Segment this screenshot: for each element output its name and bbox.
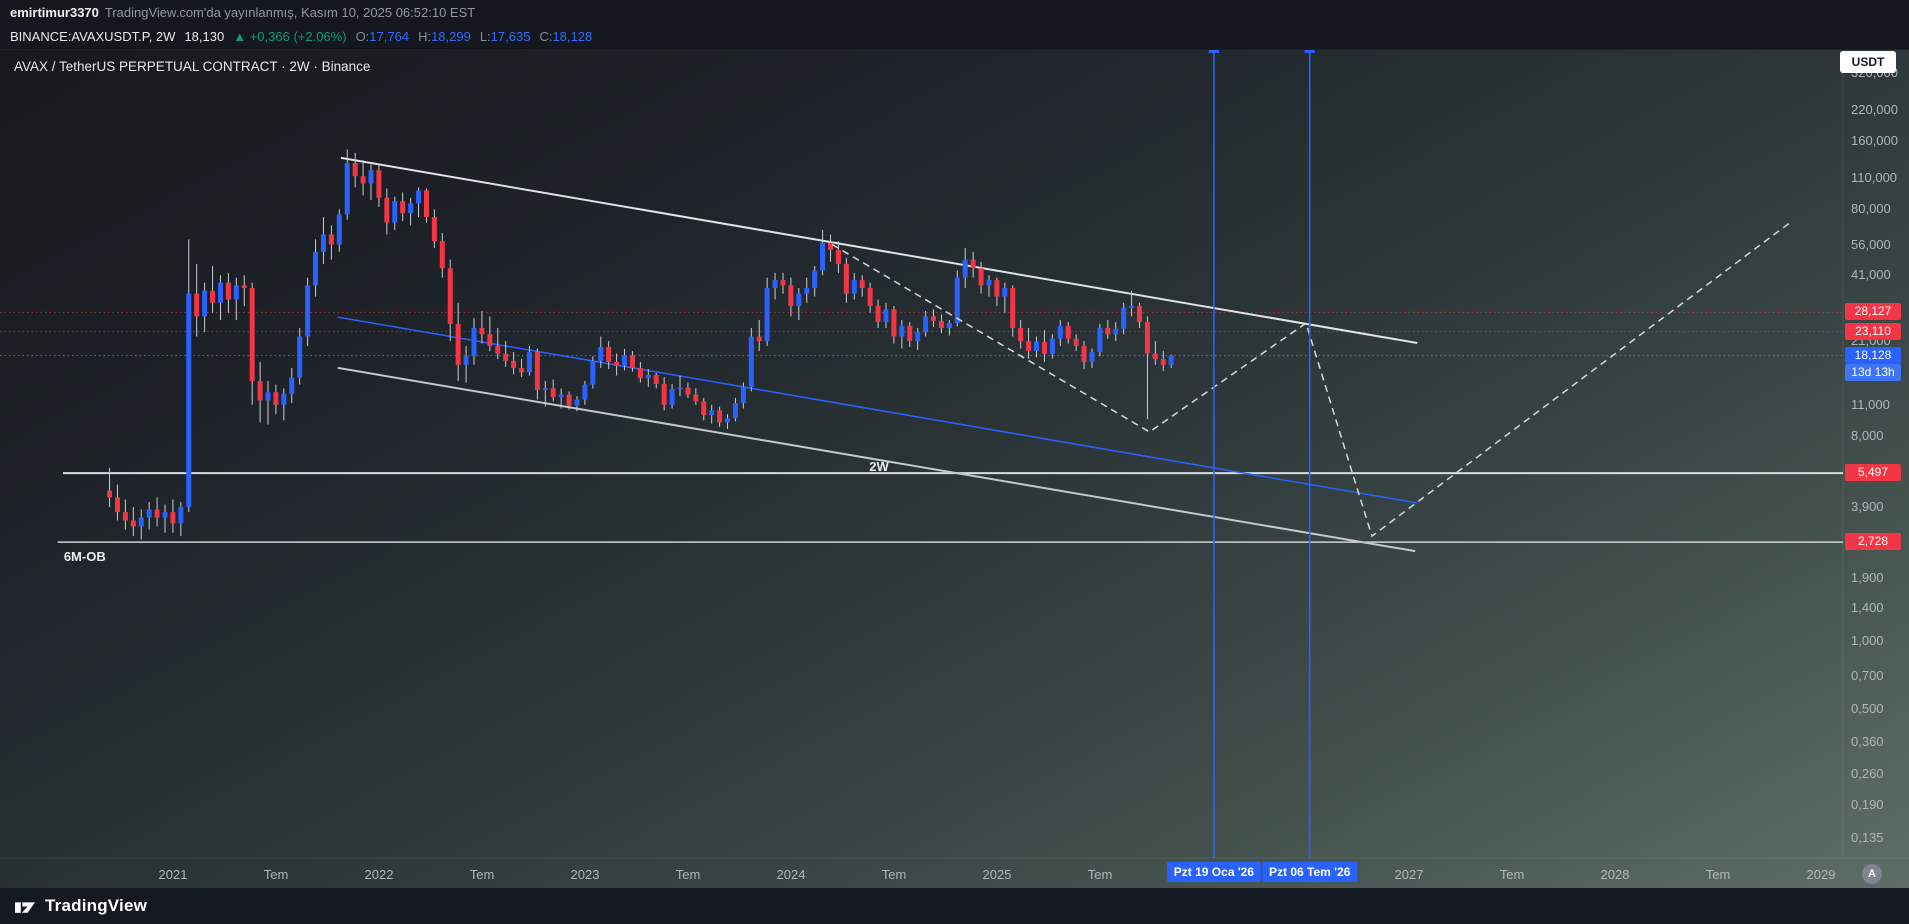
price-axis-badge[interactable]: 28,127	[1845, 303, 1901, 321]
currency-usdt-button[interactable]: USDT	[1840, 51, 1896, 73]
ohlc-high: H:18,299	[418, 29, 471, 44]
price-tick: 56,000	[1851, 236, 1891, 252]
time-tick: 2028	[1600, 867, 1630, 882]
chart-svg[interactable]	[0, 50, 1909, 888]
price-tick: 1,900	[1851, 569, 1884, 585]
avatar[interactable]: A	[1862, 864, 1882, 884]
price-tick: 0,360	[1851, 733, 1884, 749]
time-tick: Tem	[1499, 867, 1525, 882]
price-tick: 0,260	[1851, 765, 1884, 781]
footer-bar: TradingView	[0, 888, 1909, 924]
last-price: 18,130	[184, 29, 225, 44]
time-tick: Tem	[1087, 867, 1113, 882]
change-arrow-icon: ▲	[233, 29, 247, 44]
price-tick: 8,000	[1851, 428, 1884, 444]
price-tick: 41,000	[1851, 267, 1891, 283]
price-tick: 0,700	[1851, 668, 1884, 684]
ohlc-open: O:17,764	[355, 29, 410, 44]
time-tick: Tem	[469, 867, 495, 882]
time-tick: 2029	[1806, 867, 1836, 882]
time-tick: Tem	[881, 867, 907, 882]
price-axis-badge[interactable]: 2,728	[1845, 533, 1901, 551]
symbol-title[interactable]: BINANCE:AVAXUSDT.P, 2W	[10, 29, 176, 44]
price-tick: 220,000	[1851, 101, 1898, 117]
trendlines-layer	[337, 156, 1418, 553]
vlines-layer	[1208, 50, 1315, 858]
time-tick: 2024	[776, 867, 806, 882]
time-tick: Tem	[263, 867, 289, 882]
symbol-info-row: BINANCE:AVAXUSDT.P, 2W 18,130 ▲ +0,366 (…	[0, 24, 1909, 49]
time-tick: Tem	[675, 867, 701, 882]
price-tick: 0,135	[1851, 830, 1884, 846]
price-tick: 110,000	[1851, 170, 1898, 185]
publish-header: emirtimur3370 TradingView.com'da yayınla…	[0, 0, 1909, 50]
chart-text-label: 2W	[869, 459, 889, 474]
time-tick: 2023	[570, 867, 600, 882]
price-tick: 1,400	[1851, 599, 1884, 615]
ohlc-low: L:17,635	[479, 29, 531, 44]
published-timestamp: TradingView.com'da yayınlanmış, Kasım 10…	[104, 4, 476, 20]
tradingview-brand[interactable]: TradingView	[45, 896, 148, 915]
price-axis-badge[interactable]: 5,497	[1845, 464, 1901, 482]
chart-legend: AVAX / TetherUS PERPETUAL CONTRACT · 2W …	[14, 59, 371, 74]
price-tick: 11,000	[1851, 396, 1890, 412]
chart-area[interactable]: 320,000220,000160,000110,00080,00056,000…	[0, 50, 1909, 888]
author-name[interactable]: emirtimur3370	[10, 4, 99, 20]
publish-info-row: emirtimur3370 TradingView.com'da yayınla…	[0, 0, 1909, 24]
price-tick: 80,000	[1851, 201, 1891, 217]
time-tick: 2025	[982, 867, 1012, 882]
candles-layer	[107, 149, 1174, 540]
tradingview-logo-icon[interactable]	[14, 895, 36, 917]
time-axis-badge[interactable]: Pzt 19 Oca '26	[1166, 862, 1262, 882]
time-tick: 2021	[158, 867, 188, 882]
price-tick: 3,900	[1851, 498, 1884, 514]
price-axis-badge[interactable]: 23,110	[1845, 322, 1901, 340]
chart-text-label: 6M-OB	[63, 549, 106, 565]
time-tick: 2022	[364, 867, 394, 882]
price-tick: 1,000	[1851, 633, 1884, 648]
change-value: +0,366 (+2.06%)	[249, 29, 347, 44]
ohlc-close: C:18,128	[539, 29, 593, 44]
time-tick: 2027	[1394, 867, 1424, 882]
projection-layer	[831, 221, 1791, 538]
chart-overlay: 320,000220,000160,000110,00080,00056,000…	[0, 50, 1909, 888]
price-tick: 0,190	[1851, 796, 1884, 812]
time-tick: Tem	[1705, 867, 1731, 882]
price-tick: 160,000	[1851, 133, 1898, 149]
price-tick: 0,500	[1851, 701, 1884, 717]
price-axis-badge[interactable]: 18,128	[1845, 346, 1901, 364]
price-change: ▲ +0,366 (+2.06%)	[233, 29, 346, 44]
countdown-badge: 13d 13h	[1845, 363, 1901, 381]
time-axis-badge[interactable]: Pzt 06 Tem '26	[1262, 862, 1358, 882]
